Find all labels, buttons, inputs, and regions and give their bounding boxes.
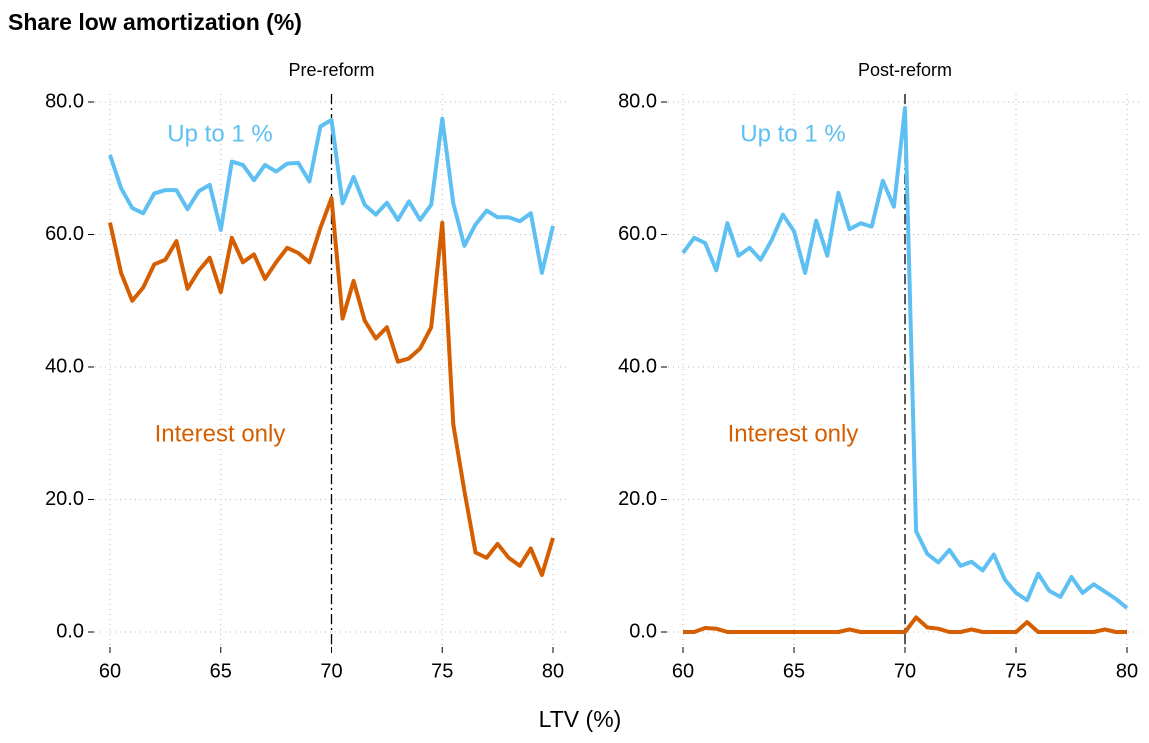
x-tick-label: 75 bbox=[1005, 660, 1027, 682]
chart-title: Share low amortization (%) bbox=[8, 9, 302, 35]
series-label: Interest only bbox=[728, 420, 859, 447]
line-series bbox=[108, 196, 555, 577]
line-series bbox=[681, 106, 1129, 610]
series-label: Up to 1 % bbox=[167, 120, 272, 147]
y-tick-label: 20.0 bbox=[45, 488, 84, 510]
x-tick-label: 60 bbox=[672, 660, 694, 682]
y-tick-label: 40.0 bbox=[618, 355, 657, 377]
x-tick-label: 80 bbox=[1116, 660, 1138, 682]
x-tick-label: 70 bbox=[894, 660, 916, 682]
x-tick-label: 65 bbox=[783, 660, 805, 682]
series-label: Up to 1 % bbox=[740, 120, 845, 147]
y-tick-label: 60.0 bbox=[618, 223, 657, 245]
x-tick-label: 70 bbox=[320, 660, 342, 682]
panel-title: Pre-reform bbox=[288, 60, 374, 80]
panel-title: Post-reform bbox=[858, 60, 952, 80]
line-series bbox=[683, 615, 1127, 634]
y-tick-label: 80.0 bbox=[45, 90, 84, 112]
x-tick-label: 80 bbox=[542, 660, 564, 682]
line-series bbox=[108, 116, 555, 275]
x-tick-label: 65 bbox=[210, 660, 232, 682]
y-tick-label: 60.0 bbox=[45, 223, 84, 245]
x-tick-label: 75 bbox=[431, 660, 453, 682]
y-tick-label: 80.0 bbox=[618, 90, 657, 112]
y-tick-label: 0.0 bbox=[56, 620, 84, 642]
x-axis-label: LTV (%) bbox=[539, 706, 622, 732]
series-label: Interest only bbox=[155, 420, 286, 447]
y-tick-label: 20.0 bbox=[618, 488, 657, 510]
y-tick-label: 40.0 bbox=[45, 355, 84, 377]
y-tick-label: 0.0 bbox=[629, 620, 657, 642]
x-tick-label: 60 bbox=[99, 660, 121, 682]
